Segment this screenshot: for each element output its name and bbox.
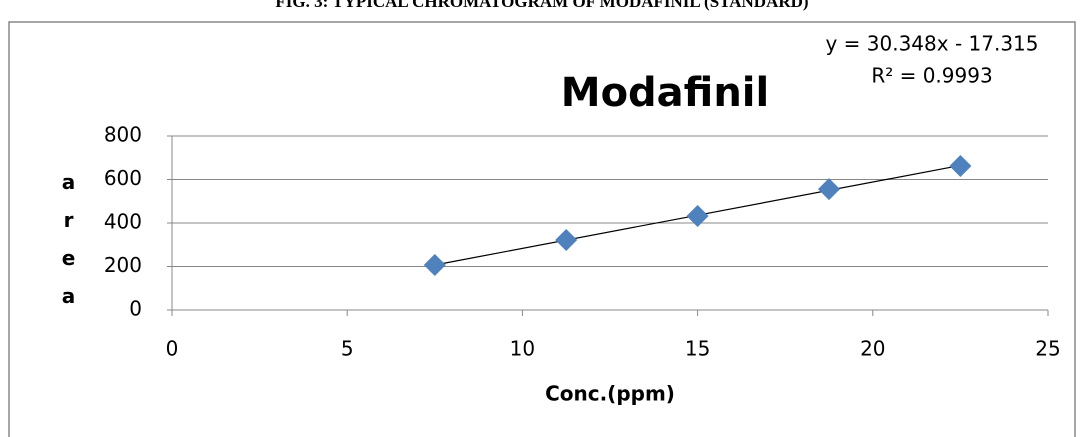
data-point [949,155,972,178]
caption: FIG. 3: TYPICAL CHROMATOGRAM OF MODAFINI… [275,0,808,11]
data-point [818,178,840,201]
x-tick-label: 20 [860,337,885,361]
x-tick-label: 0 [166,337,179,361]
y-axis-label: area [57,170,81,322]
data-point [686,205,709,228]
data-point [423,253,446,276]
y-tick-label: 400 [104,210,142,234]
y-tick-label: 0 [129,297,142,321]
chart-title: Modafinil [561,70,769,116]
x-tick-label: 15 [685,337,710,361]
y-tick-label: 600 [104,166,142,190]
x-tick-label: 25 [1035,337,1060,361]
x-tick-label: 5 [341,337,354,361]
x-tick-label: 10 [510,337,535,361]
r-squared: R² = 0.9993 [871,64,992,88]
y-tick-label: 200 [104,253,142,277]
y-tick-label: 800 [104,123,142,147]
trend-equation: y = 30.348x - 17.315 [825,32,1038,56]
x-axis-label: Conc.(ppm) [545,382,675,406]
chart-frame [8,21,1076,437]
data-point [555,228,578,251]
